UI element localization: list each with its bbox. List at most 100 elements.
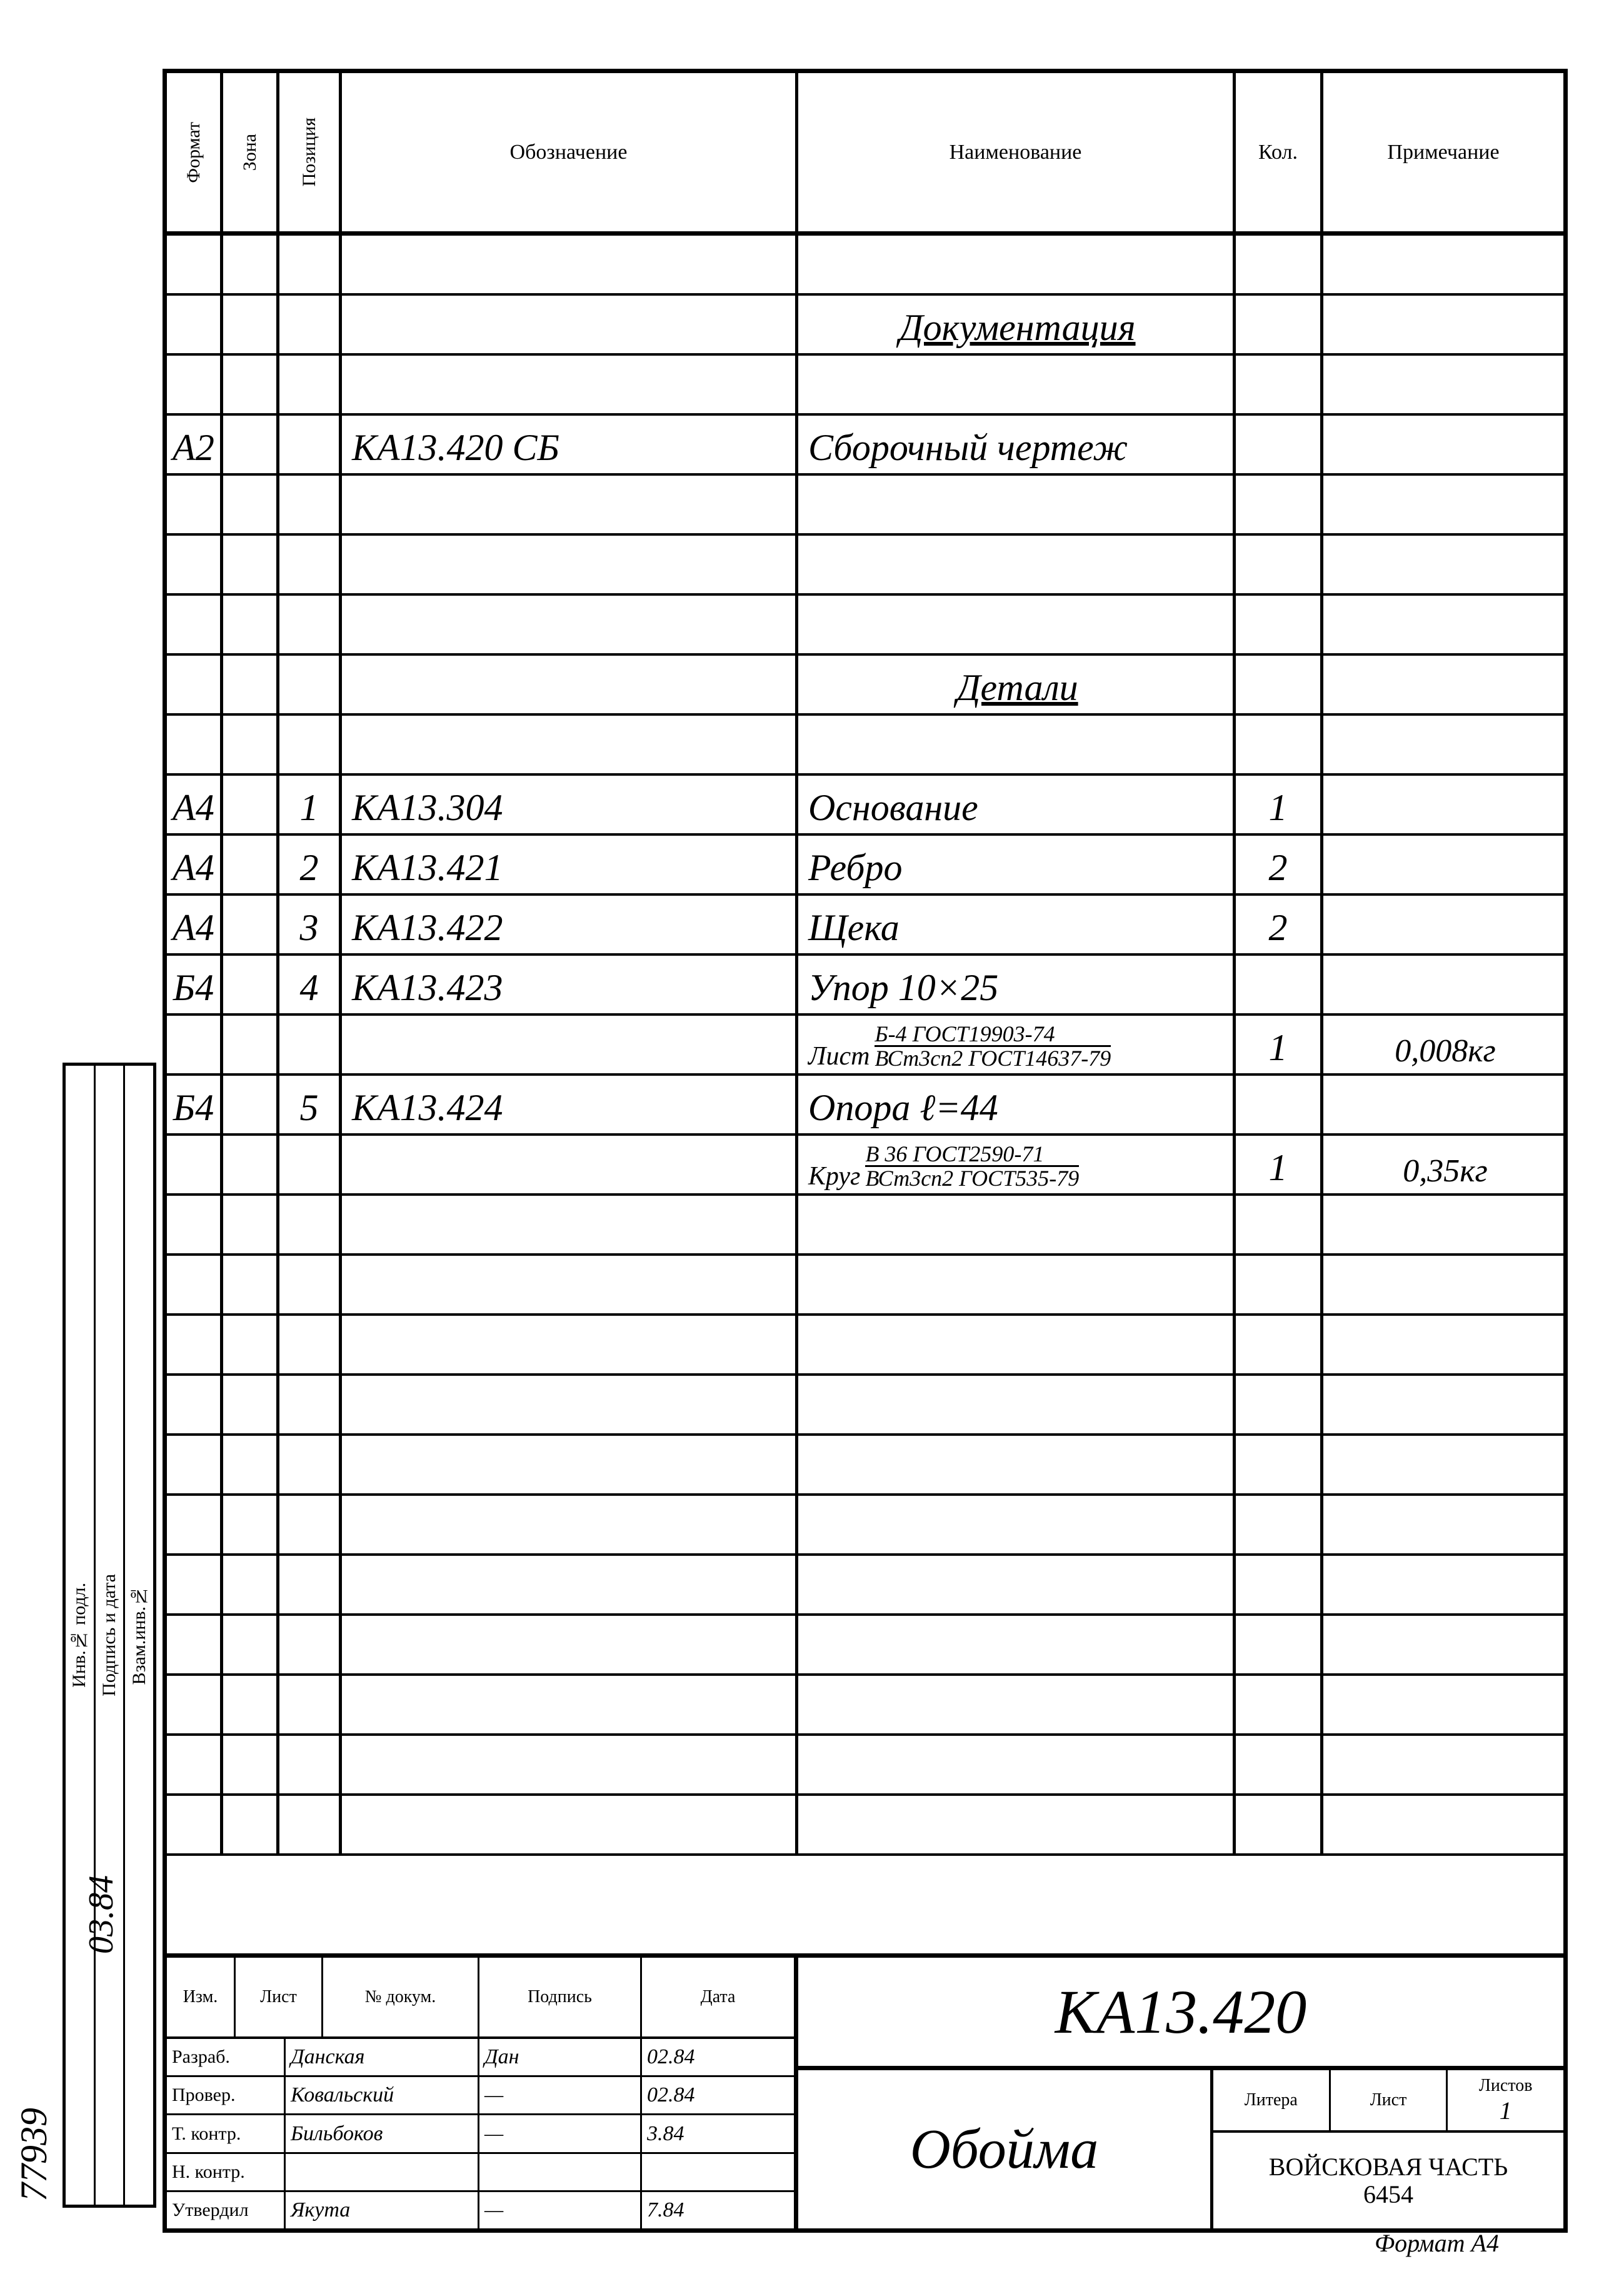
sig-name: Ковальский <box>286 2077 479 2113</box>
table-row <box>167 1376 1563 1436</box>
cell-col-format <box>167 1496 223 1553</box>
table-row <box>167 1436 1563 1496</box>
cell-col-prim <box>1323 1436 1563 1493</box>
table-row <box>167 476 1563 536</box>
sig-role: Провер. <box>167 2077 286 2113</box>
cell-naim <box>798 1376 1236 1433</box>
cell-col-prim <box>1323 596 1563 653</box>
cell-col-format: Б4 <box>167 956 223 1013</box>
cell-col-zona <box>223 296 279 353</box>
cell-col-oboz <box>342 1436 798 1493</box>
cell-col-kol: 2 <box>1236 836 1323 893</box>
cell-col-poz <box>279 1376 342 1433</box>
cell-naim <box>798 536 1236 593</box>
cell-col-kol <box>1236 536 1323 593</box>
cell-col-prim <box>1323 656 1563 713</box>
cell-col-format <box>167 296 223 353</box>
table-row <box>167 236 1563 296</box>
cell-col-kol <box>1236 416 1323 473</box>
table-row: Б44КА13.423Упор 10×25 <box>167 956 1563 1016</box>
cell-col-poz <box>279 1556 342 1613</box>
cell-col-format: А4 <box>167 776 223 833</box>
cell-naim: Документация <box>798 296 1236 353</box>
cell-col-poz <box>279 236 342 293</box>
sig-role: Н. контр. <box>167 2154 286 2190</box>
cell-col-format <box>167 716 223 773</box>
cell-col-zona <box>223 536 279 593</box>
hdr-zona: Зона <box>239 134 261 171</box>
cell-col-kol <box>1236 1676 1323 1733</box>
table-row: А41КА13.304Основание1 <box>167 776 1563 836</box>
table-row <box>167 1736 1563 1796</box>
side-strip: Инв.№ подл. Подпись и дата Взам.инв.№ <box>63 1063 156 2208</box>
sig-date: 02.84 <box>642 2077 794 2113</box>
cell-col-zona <box>223 1316 279 1373</box>
document-frame: Формат Зона Позиция Обозначение Наименов… <box>163 69 1568 2233</box>
sig-date: 3.84 <box>642 2115 794 2151</box>
cell-col-prim <box>1323 1736 1563 1793</box>
organization: ВОЙСКОВАЯ ЧАСТЬ6454 <box>1213 2133 1563 2228</box>
cell-col-format <box>167 1796 223 1853</box>
cell-col-kol: 2 <box>1236 896 1323 953</box>
cell-col-format: А2 <box>167 416 223 473</box>
cell-col-prim <box>1323 236 1563 293</box>
cell-col-format <box>167 1136 223 1193</box>
cell-col-oboz: КА13.421 <box>342 836 798 893</box>
cell-col-poz <box>279 656 342 713</box>
cell-col-prim <box>1323 1556 1563 1613</box>
cell-naim: Упор 10×25 <box>798 956 1236 1013</box>
cell-col-poz <box>279 296 342 353</box>
signature-row: Н. контр. <box>167 2154 794 2192</box>
cell-col-format <box>167 356 223 413</box>
cell-col-zona <box>223 1376 279 1433</box>
cell-col-kol <box>1236 956 1323 1013</box>
cell-naim <box>798 1796 1236 1853</box>
cell-col-format <box>167 1616 223 1673</box>
cell-col-prim: 0,35кг <box>1323 1136 1563 1193</box>
cell-col-format <box>167 1556 223 1613</box>
cell-col-kol <box>1236 1376 1323 1433</box>
sig-date: 02.84 <box>642 2039 794 2075</box>
cell-col-oboz <box>342 656 798 713</box>
cell-col-oboz <box>342 1616 798 1673</box>
cell-col-zona <box>223 416 279 473</box>
sig-role: Разраб. <box>167 2039 286 2075</box>
cell-naim: Основание <box>798 776 1236 833</box>
cell-col-poz <box>279 1676 342 1733</box>
table-row <box>167 1256 1563 1316</box>
cell-naim <box>798 1436 1236 1493</box>
cell-col-oboz <box>342 716 798 773</box>
cell-col-prim <box>1323 1076 1563 1133</box>
cell-col-format <box>167 1376 223 1433</box>
cell-col-prim: 0,008кг <box>1323 1016 1563 1073</box>
table-row <box>167 1616 1563 1676</box>
cell-col-prim <box>1323 536 1563 593</box>
cell-naim <box>798 596 1236 653</box>
cell-naim <box>798 1316 1236 1373</box>
cell-col-prim <box>1323 356 1563 413</box>
cell-col-format <box>167 236 223 293</box>
cell-col-oboz <box>342 296 798 353</box>
signature-row: Разраб.ДанскаяДан02.84 <box>167 2039 794 2077</box>
cell-col-zona <box>223 1136 279 1193</box>
cell-col-oboz <box>342 536 798 593</box>
footer-format-note: Формат А4 <box>1375 2228 1499 2258</box>
cell-col-oboz: КА13.304 <box>342 776 798 833</box>
cell-col-oboz: КА13.424 <box>342 1076 798 1133</box>
cell-col-format <box>167 1256 223 1313</box>
cell-col-zona <box>223 896 279 953</box>
table-row <box>167 536 1563 596</box>
table-row <box>167 1496 1563 1556</box>
meta-listov: Листов 1 <box>1448 2070 1563 2130</box>
cell-col-format <box>167 596 223 653</box>
cell-col-format <box>167 1736 223 1793</box>
cell-col-poz <box>279 1136 342 1193</box>
table-row <box>167 1316 1563 1376</box>
cell-col-kol <box>1236 476 1323 533</box>
table-row <box>167 596 1563 656</box>
cell-naim <box>798 1676 1236 1733</box>
cell-col-format: А4 <box>167 896 223 953</box>
sig-role: Утвердил <box>167 2192 286 2228</box>
cell-naim <box>798 1736 1236 1793</box>
cell-naim <box>798 236 1236 293</box>
